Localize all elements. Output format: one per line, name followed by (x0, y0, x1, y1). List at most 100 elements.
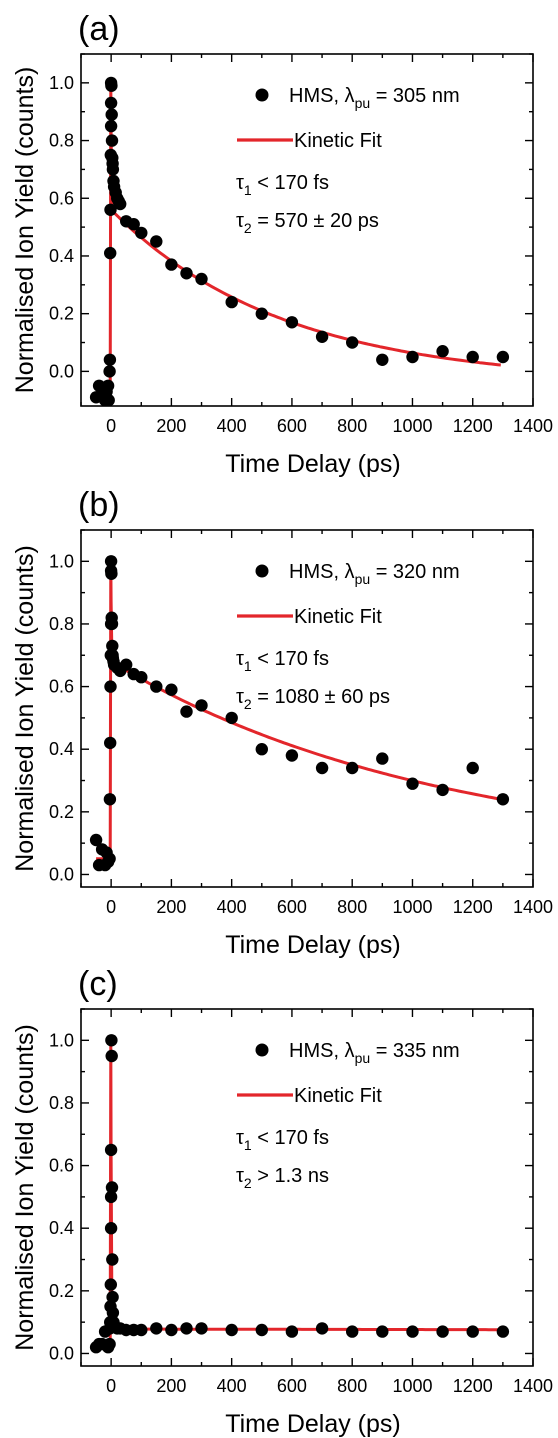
x-tick-label: 400 (217, 1376, 247, 1396)
x-tick-label: 600 (277, 416, 307, 436)
data-point (104, 1222, 118, 1235)
data-point (225, 1323, 238, 1337)
data-point (285, 316, 299, 329)
data-point (150, 1322, 163, 1335)
data-point (103, 365, 116, 378)
tau2-annotation: τ2 > 1.3 ns (236, 1165, 329, 1191)
data-point (103, 852, 116, 865)
y-tick-label: 0.0 (49, 1343, 74, 1363)
data-point (255, 307, 268, 320)
data-point (315, 761, 329, 775)
data-point (150, 680, 163, 693)
plot-frame (80, 1008, 534, 1367)
data-point (103, 1337, 116, 1351)
data-point (104, 680, 117, 693)
data-point (225, 711, 238, 725)
x-tick-label: 1200 (453, 897, 493, 917)
data-point (466, 350, 479, 364)
data-point (114, 197, 127, 211)
y-tick-label: 0.4 (49, 1218, 74, 1238)
data-point (406, 350, 419, 364)
data-point (89, 833, 103, 847)
panel-c: (c) 0 200 400 600 800 1000 1200 1400 0.0 0.2 0.4 0.6… (11, 965, 553, 1438)
data-point (376, 1325, 389, 1338)
data-point (180, 267, 193, 280)
data-point (103, 353, 117, 366)
data-point (101, 379, 115, 392)
x-tick-label: 800 (337, 1376, 367, 1396)
data-point (106, 1290, 119, 1304)
data-point (346, 761, 359, 775)
x-tick-label: 1200 (453, 416, 493, 436)
data-point (406, 1325, 419, 1338)
data-point (105, 108, 118, 121)
data-point (285, 749, 299, 762)
x-tick-label: 1200 (453, 1376, 493, 1396)
y-tick-label: 0.2 (49, 304, 74, 324)
data-point (406, 777, 419, 790)
data-point (180, 1322, 193, 1335)
tau2-annotation: τ2 = 1080 ± 60 ps (236, 686, 390, 712)
data-point (120, 658, 133, 671)
legend-marker-data (255, 1043, 269, 1057)
x-tick-label: 0 (106, 1376, 116, 1396)
y-tick-label: 0.4 (49, 739, 74, 759)
panel-b: (b) 0 200 400 600 800 1000 1200 1400 0.0 0.2 0.4 0.6… (11, 486, 553, 959)
data-point (466, 1325, 479, 1338)
data-point (104, 736, 117, 750)
y-tick-label: 1.0 (49, 551, 74, 571)
data-point (105, 79, 118, 92)
x-tick-label: 1000 (392, 416, 432, 436)
data-point (466, 761, 479, 775)
data-point (106, 1253, 119, 1266)
data-point (104, 246, 117, 260)
data-point (105, 567, 118, 580)
x-tick-label: 800 (337, 897, 367, 917)
legend-fit-label: Kinetic Fit (294, 1085, 382, 1107)
data-point (135, 226, 148, 240)
y-axis-title: Normalised Ion Yield (counts) (11, 545, 39, 872)
data-point (285, 1325, 299, 1338)
x-tick-label: 200 (156, 897, 186, 917)
data-point (104, 1190, 118, 1204)
y-tick-label: 1.0 (49, 73, 74, 93)
y-tick-label: 0.8 (49, 131, 74, 151)
data-point (104, 119, 118, 133)
x-axis-title: Time Delay (ps) (225, 450, 401, 478)
x-tick-label: 1400 (513, 1376, 553, 1396)
data-point (496, 793, 510, 806)
y-tick-label: 0.2 (49, 802, 74, 822)
data-point (135, 1323, 148, 1337)
data-point (225, 295, 238, 309)
data-point (105, 1181, 119, 1194)
panel-label: (a) (78, 10, 120, 48)
data-point (255, 1323, 268, 1337)
legend-marker-data (255, 88, 269, 102)
tau1-annotation: τ1 < 170 fs (236, 648, 329, 674)
x-tick-label: 0 (106, 897, 116, 917)
data-point (195, 1322, 208, 1335)
y-axis-title: Normalised Ion Yield (counts) (11, 1024, 39, 1351)
y-tick-label: 0.2 (49, 1281, 74, 1301)
tau2-annotation: τ2 = 570 ± 20 ps (236, 210, 379, 236)
data-point (346, 1325, 359, 1338)
data-point (103, 793, 117, 806)
legend-fit-label: Kinetic Fit (294, 606, 382, 628)
y-tick-label: 0.6 (49, 677, 74, 697)
data-point (106, 639, 119, 653)
legend-data-label: HMS, λpu = 305 nm (289, 85, 460, 111)
legend-data-label: HMS, λpu = 335 nm (289, 1040, 460, 1066)
y-tick-label: 0.4 (49, 246, 74, 266)
data-point (127, 218, 140, 231)
data-point (105, 617, 119, 631)
y-axis-title: Normalised Ion Yield (counts) (11, 67, 39, 394)
data-point (180, 705, 193, 718)
data-point (195, 272, 208, 286)
data-point (376, 353, 389, 366)
legend-data-label: HMS, λpu = 320 nm (289, 561, 460, 587)
data-point (315, 330, 329, 343)
data-point (104, 555, 118, 568)
y-tick-label: 0.8 (49, 1093, 74, 1113)
y-tick-label: 1.0 (49, 1030, 74, 1050)
x-tick-label: 400 (217, 416, 247, 436)
